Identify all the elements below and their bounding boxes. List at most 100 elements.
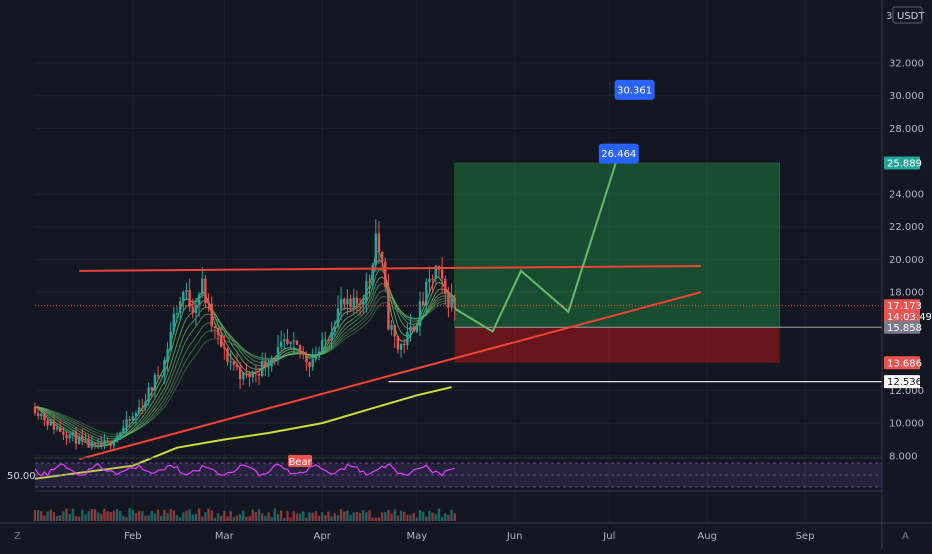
volume-bar (137, 511, 141, 521)
time-label-4: Jun (506, 531, 523, 542)
volume-bar (257, 509, 261, 521)
volume-bar (251, 509, 254, 521)
candle-body (406, 331, 409, 346)
ema-line-5 (34, 282, 455, 442)
volume-bar (59, 515, 62, 521)
volume-bar (36, 510, 40, 521)
position-profit-zone[interactable] (454, 162, 781, 328)
volume-bar (314, 511, 318, 521)
target-label-1: 26.464 (601, 149, 636, 160)
target-callouts[interactable]: 30.361 26.464 (598, 79, 655, 164)
candle-body (147, 387, 150, 402)
candle-body (182, 291, 185, 302)
candle-body (71, 432, 75, 435)
volume-bar (33, 510, 37, 521)
candle-body (418, 301, 422, 327)
candle-body (46, 420, 49, 426)
volume-bar (245, 516, 248, 521)
volume-bar (109, 512, 112, 521)
volume-bar (330, 516, 333, 521)
candle-body (141, 407, 144, 409)
volume-bar (131, 509, 135, 521)
candle-body (178, 301, 182, 314)
position-loss-zone[interactable] (454, 327, 780, 363)
candle-body (292, 340, 295, 342)
candle-body (393, 325, 396, 337)
candle-body (131, 416, 135, 421)
candle-body (415, 326, 419, 332)
candle-body (74, 432, 78, 444)
candle-body (254, 371, 258, 374)
price-badge-3: 13.686 (887, 358, 922, 369)
volume-bar (160, 515, 163, 521)
candle-body (166, 349, 169, 361)
candle-body (276, 346, 280, 360)
volume-bar (283, 517, 286, 521)
candle-body (270, 359, 273, 367)
volume-bar (425, 516, 428, 521)
volume-bar (81, 509, 84, 521)
auto-scale-icon[interactable]: A (902, 531, 909, 542)
target-box-1[interactable] (598, 143, 639, 164)
volume-bar (437, 508, 441, 521)
candle-body (213, 326, 217, 328)
volume-bar (305, 517, 308, 521)
candle-body (399, 343, 403, 350)
resistance-trendline[interactable] (79, 264, 701, 272)
candle-body (361, 301, 365, 305)
candle-body (346, 298, 349, 305)
volume-bar (371, 517, 374, 521)
volume-bar (387, 509, 390, 521)
candle-body (55, 427, 59, 430)
candle-body (87, 439, 90, 448)
candle-body (103, 441, 106, 446)
volume-bar (447, 515, 450, 521)
candle-body (77, 436, 81, 444)
volume-bar (428, 510, 431, 521)
candle-body (68, 434, 71, 439)
candle-body (36, 413, 40, 416)
support-trendline[interactable] (78, 291, 702, 461)
volume-bar (68, 513, 71, 521)
price-tick-5: 20.000 (889, 255, 924, 266)
volume-bar (415, 517, 419, 521)
volume-bar (115, 509, 119, 521)
candle-body (119, 432, 122, 436)
volume-bar (302, 511, 305, 521)
candle-body (229, 361, 232, 363)
volume-bar (201, 516, 204, 521)
volume-bar (421, 511, 425, 521)
candle-body (106, 441, 109, 443)
volume-bar (327, 511, 330, 521)
candle-body (330, 332, 333, 340)
volume-bar (52, 512, 56, 521)
price-axis[interactable]: 3 USDT 32.000 30.000 28.000 24.000 22.000 20.… (881, 0, 925, 550)
ema-line-6 (34, 290, 455, 440)
volume-bar (100, 513, 103, 521)
volume-bar (175, 515, 179, 521)
candle-body (387, 286, 390, 330)
candle-body (90, 442, 94, 448)
candle-body (65, 434, 68, 439)
time-axis[interactable]: Feb Mar Apr May Jun Jul Aug Sep (0, 522, 932, 542)
candle-body (100, 442, 103, 446)
candle-body (390, 325, 393, 330)
volume-bar (43, 515, 46, 521)
candle-body (128, 419, 131, 421)
long-position-tool[interactable] (454, 162, 882, 363)
volume-bar (333, 513, 336, 521)
volume-bar (399, 510, 403, 521)
volume-bar (406, 514, 409, 521)
volume-bar (71, 508, 75, 521)
volume-bar (226, 516, 229, 521)
timezone-icon[interactable]: Z (14, 531, 21, 542)
candle-body (248, 372, 251, 378)
volume-bar (320, 512, 324, 521)
currency-box (892, 6, 923, 24)
bear-label: Bear (288, 457, 312, 468)
projection-path[interactable] (454, 153, 620, 333)
volume-bar (134, 513, 138, 521)
volume-bar (248, 516, 251, 521)
target-box-0[interactable] (614, 79, 655, 100)
